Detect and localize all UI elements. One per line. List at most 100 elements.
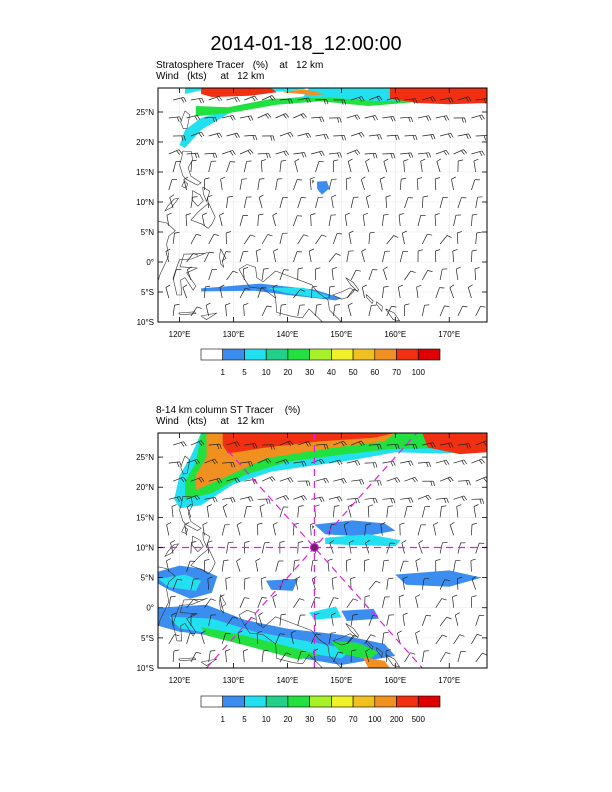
wind-barb (439, 652, 451, 663)
wind-barb (297, 234, 309, 245)
panel2-subtitle-tracer: 8-14 km column ST Tracer (%) (156, 405, 301, 416)
coastline (376, 647, 383, 658)
tracer-contour (422, 433, 487, 455)
wind-barb (368, 480, 382, 486)
wind-barb (297, 651, 307, 663)
wind-barb (471, 595, 477, 608)
wind-barb (166, 522, 172, 536)
wind-barb (435, 149, 450, 156)
wind-barb (457, 197, 467, 209)
wind-barb (310, 559, 318, 572)
wind-barb (386, 542, 396, 554)
wind-barb (297, 304, 305, 317)
wind-barb (225, 648, 231, 663)
wind-barb (172, 649, 179, 663)
wind-barb (435, 634, 448, 645)
wind-barb (243, 303, 249, 317)
wind-barb (457, 576, 463, 590)
wind-barb (439, 579, 450, 590)
wind-barb (262, 135, 275, 141)
coastline (191, 190, 204, 207)
colorbar-swatch (396, 695, 419, 708)
lon-label: 140°E (276, 330, 298, 339)
wind-barb (315, 133, 329, 140)
wind-barb (239, 178, 247, 191)
wind-barb (346, 288, 359, 299)
wind-barb (420, 158, 426, 173)
colorbar-swatch (200, 348, 224, 361)
wind-barb (475, 542, 485, 554)
wind-barb (421, 577, 430, 590)
colorbar-swatch (309, 348, 332, 361)
wind-barb (382, 250, 390, 263)
wind-barb (457, 305, 468, 317)
wind-barb (344, 212, 350, 227)
wind-barb (435, 558, 441, 572)
wind-barb (364, 153, 378, 159)
wind-barb (226, 270, 238, 281)
colorbar-label: 5 (242, 715, 247, 724)
wind-barb (368, 269, 378, 281)
wind-barb (208, 160, 217, 173)
coastline (238, 609, 342, 668)
colorbar-label: 10 (262, 368, 271, 377)
coastline (178, 657, 197, 662)
wind-barb (471, 249, 477, 263)
wind-barb (310, 213, 316, 227)
wind-barb (347, 503, 353, 518)
colorbar (200, 348, 441, 361)
wind-barb (239, 496, 254, 502)
wind-barb (365, 194, 371, 209)
wind-barb (171, 504, 177, 518)
wind-barb (308, 248, 314, 263)
wind-barb (417, 249, 423, 263)
wind-barb (226, 96, 240, 103)
wind-barb (256, 630, 262, 644)
wind-barb (311, 116, 325, 123)
coastline (179, 150, 202, 186)
wind-barb (309, 176, 315, 191)
wind-barb (475, 305, 486, 317)
wind-barb (190, 440, 205, 446)
wind-barb (315, 234, 327, 245)
wind-barb (273, 248, 279, 263)
wind-barb (439, 268, 448, 281)
wind-barb (364, 462, 378, 468)
tracer-contour (325, 534, 401, 547)
wind-barb (475, 440, 487, 447)
wind-barb (184, 522, 190, 536)
wind-barb (261, 476, 276, 482)
wind-barb (185, 213, 191, 227)
wind-barb (439, 305, 450, 317)
wind-barb (435, 598, 447, 608)
wind-barb (168, 634, 180, 645)
wind-barb (208, 269, 218, 281)
wind-barb (297, 97, 312, 104)
storm-line-diagonal (227, 450, 423, 668)
wind-barb (422, 442, 436, 448)
wind-barb (222, 461, 236, 468)
wind-barb (452, 594, 458, 608)
wind-barb (382, 596, 390, 608)
wind-barb (350, 96, 365, 102)
wind-barb (364, 558, 370, 572)
wind-barb (361, 284, 367, 299)
panel1-subtitle-wind: Wind (kts) at 12 km (156, 71, 265, 82)
wind-barb (474, 267, 480, 281)
wind-barb (361, 248, 367, 263)
colorbar-label: 70 (349, 715, 358, 724)
wind-barb (473, 504, 479, 518)
tracer-contour (201, 627, 320, 660)
wind-barb (402, 612, 408, 626)
lat-label: 10°S (137, 664, 154, 673)
colorbar-swatch (352, 348, 376, 361)
tracer-contour (158, 574, 202, 591)
colorbar-label: 200 (390, 715, 404, 724)
wind-barb (236, 521, 242, 536)
wind-barb (348, 230, 354, 245)
wind-barb (449, 522, 455, 536)
wind-barb (416, 177, 423, 191)
wind-barb (315, 303, 322, 317)
wind-barb (347, 302, 353, 317)
wind-barb (275, 113, 290, 119)
